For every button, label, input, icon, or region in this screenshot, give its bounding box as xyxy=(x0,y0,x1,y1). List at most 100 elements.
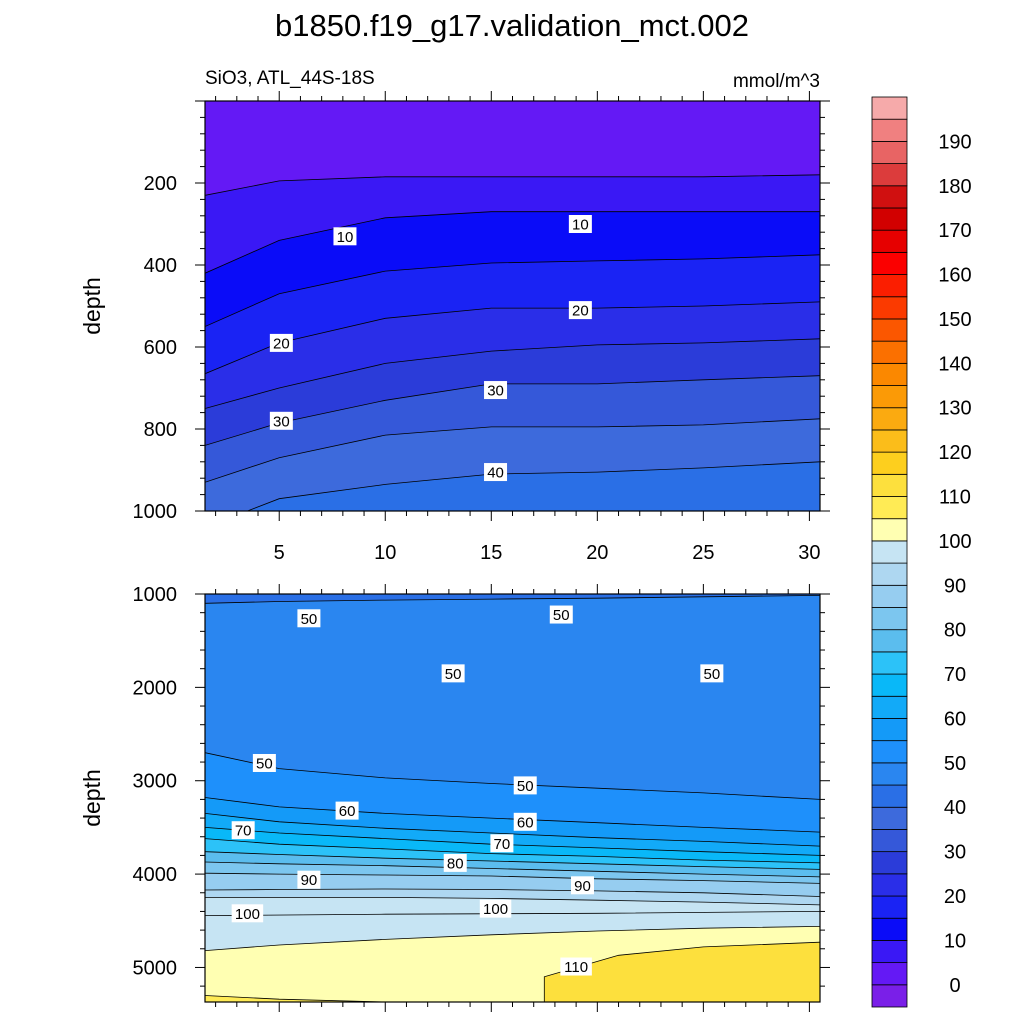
contour-label: 50 xyxy=(700,664,724,683)
colorbar-swatch xyxy=(871,163,908,187)
colorbar-swatch xyxy=(871,251,908,275)
colorbar-swatch xyxy=(871,540,908,564)
colorbar-swatch xyxy=(871,895,908,919)
x-tick-label: 15 xyxy=(480,542,502,564)
colorbar-swatch xyxy=(871,984,908,1008)
contour-label-box xyxy=(297,609,321,628)
contour-label-text: 10 xyxy=(572,217,589,234)
y-tick-label: 3000 xyxy=(133,771,178,793)
x-tick-label: 30 xyxy=(798,542,820,564)
contour-label-box xyxy=(269,333,293,352)
colorbar-swatch xyxy=(871,296,908,320)
x-tick-label: 10 xyxy=(374,542,396,564)
contour-label-text: 90 xyxy=(301,872,318,889)
colorbar-label: 170 xyxy=(938,220,971,242)
contour-line xyxy=(205,254,820,327)
contour-label-box xyxy=(443,853,467,872)
contour-label-text: 30 xyxy=(487,383,504,400)
colorbar-swatch xyxy=(871,407,908,431)
colorbar-swatch xyxy=(871,762,908,786)
contour-label-box xyxy=(568,215,592,233)
contour-label: 80 xyxy=(443,853,467,872)
colorbar-swatch xyxy=(871,96,908,120)
contour-label-box xyxy=(570,876,594,895)
contour-label: 10 xyxy=(568,215,592,234)
contour-label-box xyxy=(252,753,276,772)
colorbar-label: 110 xyxy=(939,487,971,509)
colorbar-swatch xyxy=(871,429,908,453)
colorbar-swatch xyxy=(871,473,908,497)
colorbar-swatch xyxy=(871,562,908,586)
upper-contour-panel: 5 10 15 20 25 302004006008001000depth10102020… xyxy=(79,91,830,564)
colorbar-swatch xyxy=(871,185,908,209)
colorbar-swatch xyxy=(871,362,908,386)
colorbar-swatch xyxy=(871,385,908,409)
contour-lines xyxy=(205,595,820,1002)
colorbar-swatch xyxy=(871,584,908,608)
y-ticks: 200 400 600 800 1000 xyxy=(133,100,830,523)
contour-line xyxy=(205,418,820,483)
contour-label: 20 xyxy=(568,301,592,320)
contour-label-box xyxy=(484,463,508,482)
contour-label-box xyxy=(479,899,512,918)
contour-labels: 50 50 50 50 50 50 60 60 70 70 80 90 90 100 100 110 xyxy=(231,605,724,976)
contour-label: 50 xyxy=(441,664,465,683)
contour-label-text: 90 xyxy=(574,878,591,895)
contour-label: 70 xyxy=(231,821,255,840)
contour-line xyxy=(205,851,820,870)
colorbar-swatch xyxy=(871,740,908,764)
contour-label-text: 20 xyxy=(273,335,290,352)
x-ticks: 5 10 15 20 25 30 xyxy=(215,91,821,564)
colorbar-swatch xyxy=(871,851,908,875)
colorbar-swatch xyxy=(871,629,908,653)
y-ticks: 1000 2000 3000 4000 5000 xyxy=(133,584,830,987)
contour-line xyxy=(205,797,820,833)
y-tick-label: 2000 xyxy=(133,677,178,699)
contour-label-box xyxy=(560,957,592,976)
colorbar-swatch xyxy=(871,274,908,298)
y-tick-label: 600 xyxy=(144,337,177,359)
contour-line xyxy=(205,838,820,864)
colorbar-label: 150 xyxy=(938,309,971,331)
contour-label-text: 70 xyxy=(494,836,511,853)
contour-label-text: 100 xyxy=(235,906,260,923)
colorbar-label: 20 xyxy=(944,886,966,908)
contour-band xyxy=(205,995,820,1002)
colorbar-label: 90 xyxy=(944,575,966,597)
colorbar-swatch xyxy=(871,829,908,853)
colorbar-label: 10 xyxy=(944,930,966,952)
contour-line xyxy=(205,995,820,1002)
contour-label-box xyxy=(484,381,508,400)
units-label: mmol/m^3 xyxy=(733,71,820,92)
colorbar-swatch xyxy=(871,673,908,697)
contour-label-text: 110 xyxy=(564,959,588,976)
colorbar-swatch xyxy=(871,873,908,897)
contour-label: 30 xyxy=(484,381,508,400)
colorbar-swatch xyxy=(871,784,908,808)
colorbar-swatch xyxy=(871,229,908,253)
colorbar-label: 70 xyxy=(944,664,966,686)
contour-label-text: 100 xyxy=(483,901,508,918)
colorbar-label: 40 xyxy=(944,797,966,819)
colorbar-label: 100 xyxy=(938,531,971,553)
contour-label-text: 30 xyxy=(273,413,290,430)
y-tick-label: 400 xyxy=(144,255,177,277)
contour-label: 20 xyxy=(269,333,293,352)
colorbar-swatch xyxy=(871,318,908,342)
contour-label: 40 xyxy=(484,463,508,482)
contour-label: 50 xyxy=(252,753,276,772)
contour-line xyxy=(205,338,820,409)
contour-line xyxy=(205,861,820,878)
colorbar-swatch xyxy=(871,917,908,941)
contour-line xyxy=(205,752,820,800)
colorbar-swatch xyxy=(871,718,908,742)
contour-label-text: 10 xyxy=(337,229,354,246)
colorbar-swatch xyxy=(871,962,908,986)
contour-label-box xyxy=(231,904,264,923)
colorbar-swatch xyxy=(871,140,908,164)
contour-label-text: 50 xyxy=(445,666,462,683)
contour-label-box xyxy=(700,664,724,683)
x-tick-label: 25 xyxy=(692,542,714,564)
contour-label-text: 50 xyxy=(301,611,318,628)
